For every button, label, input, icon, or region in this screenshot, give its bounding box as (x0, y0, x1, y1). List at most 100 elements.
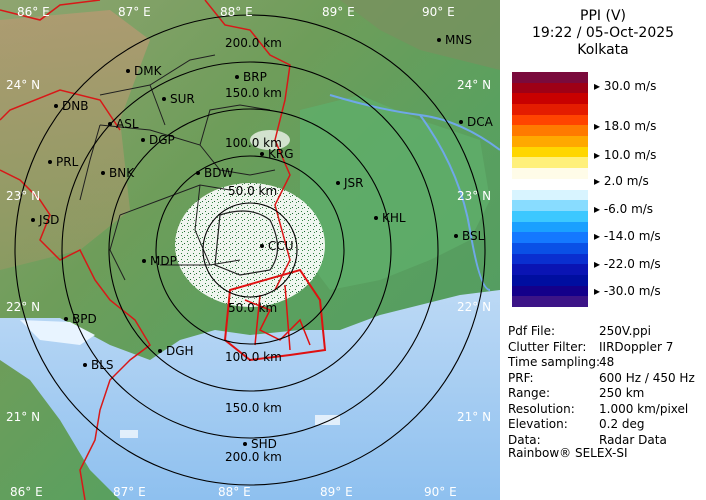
info-key: Resolution: (508, 401, 575, 416)
range-label-north-200: 200.0 km (225, 36, 282, 50)
color-scale-label: ▸ -6.0 m/s (594, 202, 654, 216)
footer-credit: Rainbow® SELEX-SI (508, 446, 628, 460)
clutter-echo (175, 183, 325, 307)
city-marker (243, 442, 247, 446)
city-label: BNK (109, 166, 135, 180)
sundarban-echo (244, 284, 311, 351)
color-scale-label: ▸ 10.0 m/s (594, 148, 657, 162)
color-scale-label: ▸ 18.0 m/s (594, 119, 657, 133)
color-scale-label: ▸ 2.0 m/s (594, 174, 649, 188)
clutter-echo (250, 130, 290, 150)
city-label: ASL (116, 117, 139, 131)
info-key: Range: (508, 386, 551, 400)
sundarban-echo (223, 268, 327, 362)
range-ring-150 (108, 108, 392, 392)
color-scale-step (512, 232, 588, 244)
color-scale-step (512, 157, 588, 169)
range-ring-200 (61, 61, 439, 439)
city-marker (260, 152, 264, 156)
color-scale-step (512, 253, 588, 265)
color-scale-step (512, 221, 588, 233)
city-marker (54, 104, 58, 108)
city-marker (64, 317, 68, 321)
city-label: DGP (149, 133, 175, 147)
color-scale-step (512, 93, 588, 105)
city-label: SHD (251, 437, 277, 451)
city-marker (142, 259, 146, 263)
lon-label-87-top: 87° E (118, 5, 151, 19)
lon-label-86-bottom: 86° E (10, 485, 43, 499)
lon-label-86-top: 86° E (17, 5, 50, 19)
city-marker (336, 181, 340, 185)
border-red (0, 169, 151, 500)
color-scale-step (512, 72, 588, 84)
city-label: BRP (243, 70, 267, 84)
color-scale-step (512, 104, 588, 116)
color-scale-step (512, 296, 588, 308)
info-key: Data: (508, 432, 541, 447)
city-label: JSR (343, 176, 364, 190)
color-scale-label: ▸ -30.0 m/s (594, 284, 661, 298)
info-row: Range: 250 km (508, 386, 644, 402)
city-label: KRG (268, 147, 294, 161)
color-scale-step (512, 210, 588, 223)
city-marker (196, 171, 200, 175)
lon-label-90-bottom: 90° E (424, 485, 457, 499)
city-marker (437, 38, 441, 42)
lat-label-24-left: 24° N (6, 78, 40, 92)
info-key: PRF: (508, 370, 534, 385)
color-scale-step (512, 242, 588, 255)
city-marker (235, 75, 239, 79)
info-row: PRF: 600 Hz / 450 Hz (508, 371, 695, 387)
lon-label-90-top: 90° E (422, 5, 455, 19)
color-scale-step (512, 168, 588, 180)
range-ring-50 (202, 202, 298, 298)
city-label: PRL (56, 155, 79, 169)
city-label: CCU (268, 239, 294, 253)
color-scale-step (512, 136, 588, 148)
city-label: DCA (467, 115, 494, 129)
hill-region (0, 10, 150, 270)
info-value: IIRDoppler 7 (599, 339, 674, 354)
color-scale-step (512, 274, 588, 287)
district-border (79, 54, 276, 281)
border-red (0, 89, 121, 131)
info-row: Resolution: 1.000 km/pixel (508, 402, 688, 418)
info-value: 250V.ppi (599, 324, 651, 338)
radar-map: 200.0 km 150.0 km 100.0 km 50.0 km 50.0 … (0, 0, 500, 500)
station-title: Kolkata (577, 42, 629, 58)
lon-label-87-bottom: 87° E (113, 485, 146, 499)
river-delta (300, 95, 490, 290)
city-marker (108, 122, 112, 126)
clutter-echo (120, 430, 138, 438)
border-red (0, 0, 291, 291)
hill-region-north (340, 0, 500, 70)
info-key: Elevation: (508, 417, 568, 431)
city-label: BSL (462, 229, 485, 243)
range-label-south-200: 200.0 km (225, 450, 282, 464)
city-marker (141, 138, 145, 142)
city-marker (101, 171, 105, 175)
range-rings (14, 14, 486, 486)
lat-label-22-right: 22° N (457, 300, 491, 314)
color-scale-label: ▸ 30.0 m/s (594, 79, 657, 93)
range-ring-250 (14, 14, 486, 486)
city-marker (31, 218, 35, 222)
city-label: BLS (91, 358, 114, 372)
color-scale-step (512, 200, 588, 212)
info-row: Elevation: 0.2 deg (508, 417, 645, 433)
lat-label-24-right: 24° N (457, 78, 491, 92)
city-label: JSD (38, 213, 59, 227)
lat-label-21-right: 21° N (457, 410, 491, 424)
color-scale-step (512, 146, 588, 158)
shallow-water (20, 320, 95, 345)
city-label: BPD (72, 312, 97, 326)
color-scale-step (512, 285, 588, 297)
city-label: DNB (62, 99, 88, 113)
city-label: DGH (166, 344, 194, 358)
city-marker (83, 363, 87, 367)
info-row: Time sampling:48 (508, 355, 614, 371)
lat-label-21-left: 21° N (6, 410, 40, 424)
clutter-echo (315, 415, 340, 425)
city-marker (126, 69, 130, 73)
